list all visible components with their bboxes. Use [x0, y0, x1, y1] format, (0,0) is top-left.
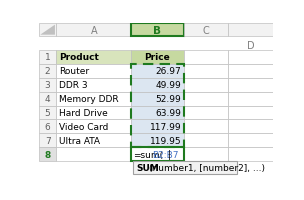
- Bar: [57, 147, 131, 161]
- Text: 1: 1: [45, 53, 50, 62]
- Bar: [184, 120, 228, 134]
- Text: 119.95: 119.95: [150, 136, 181, 145]
- Bar: [57, 24, 131, 37]
- Bar: [228, 24, 273, 37]
- Bar: [131, 134, 184, 147]
- Bar: [184, 134, 228, 147]
- Bar: [131, 65, 184, 147]
- Bar: [39, 24, 57, 37]
- Text: 49.99: 49.99: [155, 81, 181, 90]
- Bar: [131, 120, 184, 134]
- Bar: [131, 106, 184, 120]
- Text: Router: Router: [59, 67, 89, 76]
- Bar: [133, 161, 237, 174]
- Bar: [39, 65, 57, 78]
- Bar: [57, 78, 131, 92]
- Text: 8: 8: [44, 150, 51, 159]
- Bar: [131, 147, 184, 161]
- Text: B: B: [153, 26, 161, 35]
- Bar: [57, 106, 131, 120]
- Text: Product: Product: [59, 53, 99, 62]
- Bar: [184, 106, 228, 120]
- Bar: [228, 120, 273, 134]
- Bar: [39, 92, 57, 106]
- Text: Price: Price: [144, 53, 170, 62]
- Text: 26.97: 26.97: [155, 67, 181, 76]
- Bar: [57, 51, 131, 65]
- Bar: [184, 78, 228, 92]
- Text: =sum(: =sum(: [133, 150, 164, 159]
- Bar: [131, 65, 184, 78]
- Bar: [57, 120, 131, 134]
- Text: 3: 3: [45, 81, 50, 90]
- Polygon shape: [40, 26, 55, 35]
- Bar: [184, 51, 228, 65]
- Text: Ultra ATA: Ultra ATA: [59, 136, 100, 145]
- Text: 2: 2: [45, 67, 50, 76]
- Text: 5: 5: [45, 108, 50, 117]
- Text: Memory DDR: Memory DDR: [59, 95, 118, 104]
- Bar: [39, 78, 57, 92]
- Bar: [184, 65, 228, 78]
- Text: A: A: [91, 26, 97, 35]
- Text: (number1, [number2], ...): (number1, [number2], ...): [149, 163, 265, 172]
- Text: 6: 6: [45, 122, 50, 131]
- Bar: [228, 134, 273, 147]
- Bar: [39, 120, 57, 134]
- Bar: [39, 106, 57, 120]
- Bar: [131, 92, 184, 106]
- Bar: [228, 92, 273, 106]
- Bar: [57, 134, 131, 147]
- Text: 7: 7: [45, 136, 50, 145]
- Text: D: D: [247, 41, 254, 51]
- Bar: [228, 147, 273, 161]
- Bar: [131, 51, 184, 65]
- Bar: [184, 92, 228, 106]
- Bar: [39, 134, 57, 147]
- Bar: [228, 65, 273, 78]
- Bar: [228, 106, 273, 120]
- Bar: [39, 147, 57, 161]
- Bar: [228, 78, 273, 92]
- Text: |: |: [168, 149, 171, 159]
- Bar: [131, 78, 184, 92]
- Text: 4: 4: [45, 95, 50, 104]
- Bar: [184, 147, 228, 161]
- Text: Hard Drive: Hard Drive: [59, 108, 108, 117]
- Text: 63.99: 63.99: [155, 108, 181, 117]
- Bar: [131, 24, 184, 37]
- Bar: [57, 92, 131, 106]
- Text: SUM: SUM: [136, 163, 159, 172]
- Text: C: C: [202, 26, 209, 35]
- Text: B2:B7: B2:B7: [152, 150, 178, 159]
- Text: DDR 3: DDR 3: [59, 81, 88, 90]
- Bar: [39, 51, 57, 65]
- Bar: [184, 24, 228, 37]
- Text: 52.99: 52.99: [155, 95, 181, 104]
- Text: 117.99: 117.99: [150, 122, 181, 131]
- Bar: [228, 51, 273, 65]
- Bar: [57, 65, 131, 78]
- Bar: [131, 147, 184, 161]
- Text: Video Card: Video Card: [59, 122, 108, 131]
